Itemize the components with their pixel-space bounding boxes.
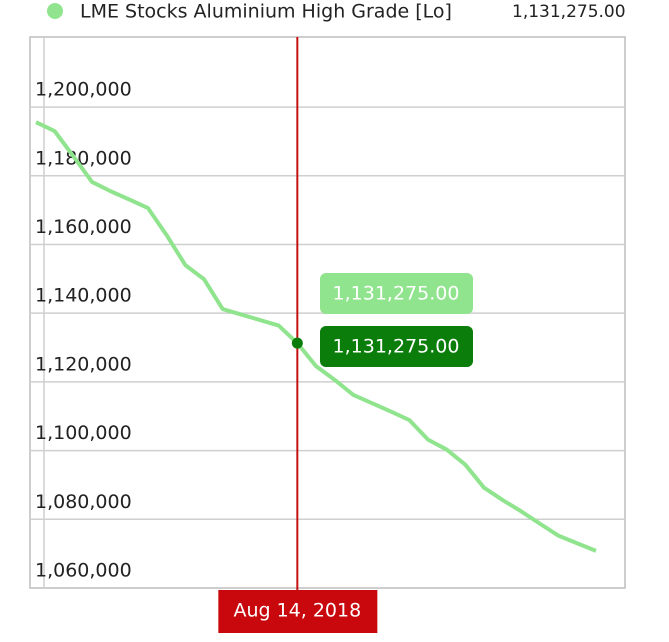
- y-tick-label: 1,100,000: [35, 422, 132, 444]
- x-crosshair-label: Aug 14, 2018: [233, 600, 361, 622]
- y-tick-label: 1,080,000: [35, 491, 132, 513]
- date-box: [218, 590, 378, 633]
- tooltip-value: 1,131,275.00: [333, 336, 460, 358]
- y-tick-label: 1,200,000: [35, 79, 132, 101]
- y-tick-label: 1,120,000: [35, 353, 132, 375]
- legend-label: LME Stocks Aluminium High Grade [Lo]: [80, 1, 452, 23]
- series-line: [35, 120, 597, 553]
- y-tick-label: 1,180,000: [35, 147, 132, 169]
- y-tick-label: 1,160,000: [35, 216, 132, 238]
- tooltip-value: 1,131,275.00: [333, 283, 460, 305]
- tooltip-dark: [320, 326, 473, 367]
- y-tick-label: 1,060,000: [35, 560, 132, 582]
- y-tick-label: 1,140,000: [35, 285, 132, 307]
- header-value: 1,131,275.00: [512, 2, 626, 22]
- crosshair-point: [291, 337, 303, 349]
- legend-swatch: [47, 3, 63, 19]
- tooltip-light: [320, 273, 473, 314]
